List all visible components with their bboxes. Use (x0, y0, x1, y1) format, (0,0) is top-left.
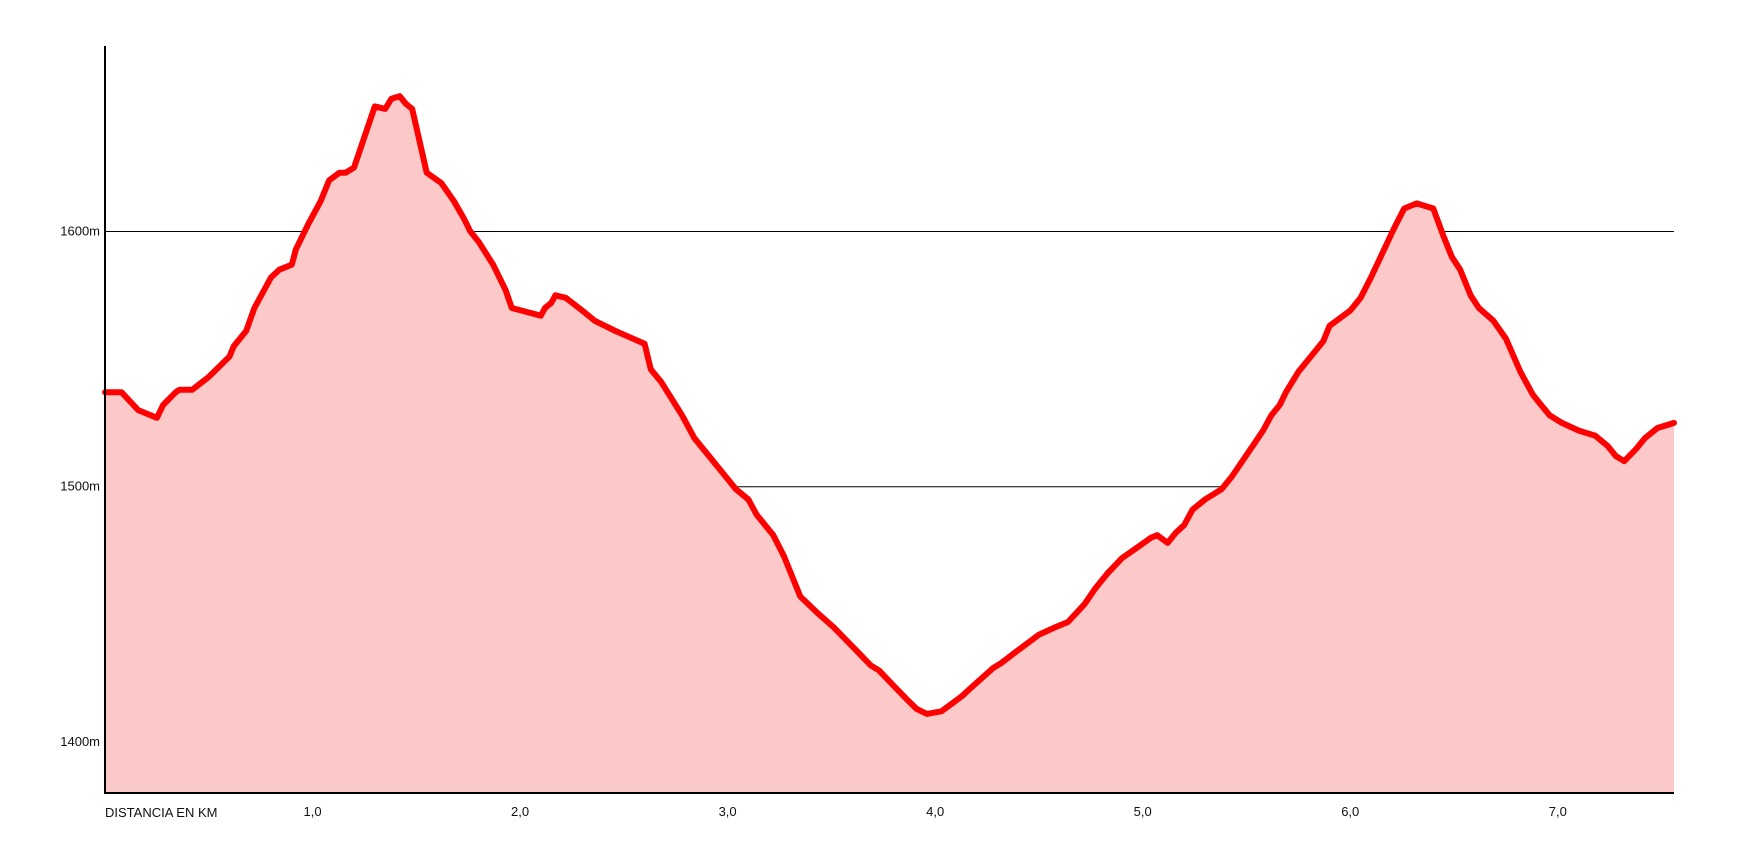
x-tick-label: 3,0 (719, 804, 737, 819)
x-tick-label: 4,0 (926, 804, 944, 819)
x-tick-label: 7,0 (1549, 804, 1567, 819)
x-tick-label: 6,0 (1341, 804, 1359, 819)
y-tick-label: 1400m (60, 734, 100, 749)
y-tick-labels: 1400m 1500m 1600m (60, 223, 100, 749)
elevation-line (102, 93, 1677, 717)
x-tick-label: 5,0 (1134, 804, 1152, 819)
x-tick-label: 2,0 (511, 804, 529, 819)
elevation-area-fill (105, 96, 1674, 793)
x-tick-label: 1,0 (304, 804, 322, 819)
y-tick-label: 1500m (60, 479, 100, 494)
x-tick-labels: 1,0 2,0 3,0 4,0 5,0 6,0 7,0 (304, 804, 1567, 819)
x-axis-label: DISTANCIA EN KM (105, 805, 217, 820)
y-tick-label: 1600m (60, 223, 100, 238)
